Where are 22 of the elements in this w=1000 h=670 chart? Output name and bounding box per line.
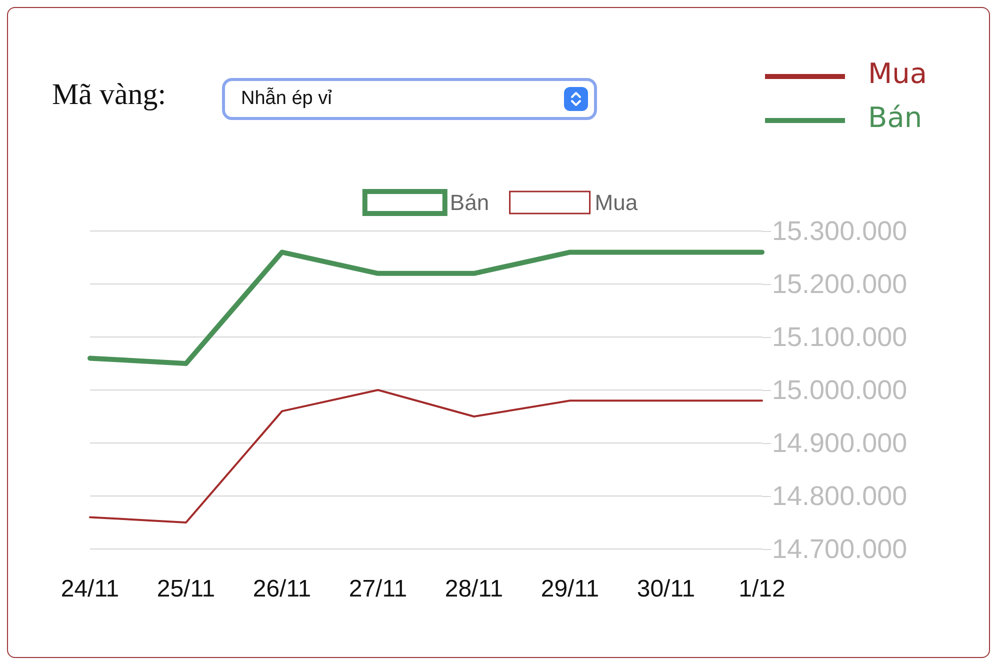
x-tick-label: 24/11 — [60, 576, 120, 602]
text: Bán — [868, 101, 922, 134]
y-tick-label: 15.100.000 — [772, 322, 908, 352]
y-tick-label: 14.700.000 — [772, 534, 908, 564]
x-tick-label: 30/11 — [636, 576, 696, 602]
x-tick-label: 27/11 — [348, 576, 408, 602]
y-tick-label: 14.800.000 — [772, 481, 908, 511]
x-tick-label: 25/11 — [156, 576, 216, 602]
text: Mã vàng: — [52, 78, 166, 112]
y-tick-label: 15.200.000 — [772, 269, 908, 299]
dropdown: Nhẫn ép vỉ — [222, 78, 597, 120]
x-tick-label: 1/12 — [738, 576, 786, 602]
x-tick-label: 29/11 — [540, 576, 600, 602]
y-tick-label: 15.000.000 — [772, 375, 908, 405]
y-tick-label: 14.900.000 — [772, 428, 908, 458]
x-tick-label: 28/11 — [444, 576, 504, 602]
x-tick-label: 26/11 — [252, 576, 312, 602]
y-tick-label: 15.300.000 — [772, 216, 908, 246]
legend-label: Bán — [450, 190, 490, 215]
text: Mua — [868, 57, 928, 90]
legend-label: Mua — [594, 190, 638, 215]
line-series — [89, 389, 763, 524]
